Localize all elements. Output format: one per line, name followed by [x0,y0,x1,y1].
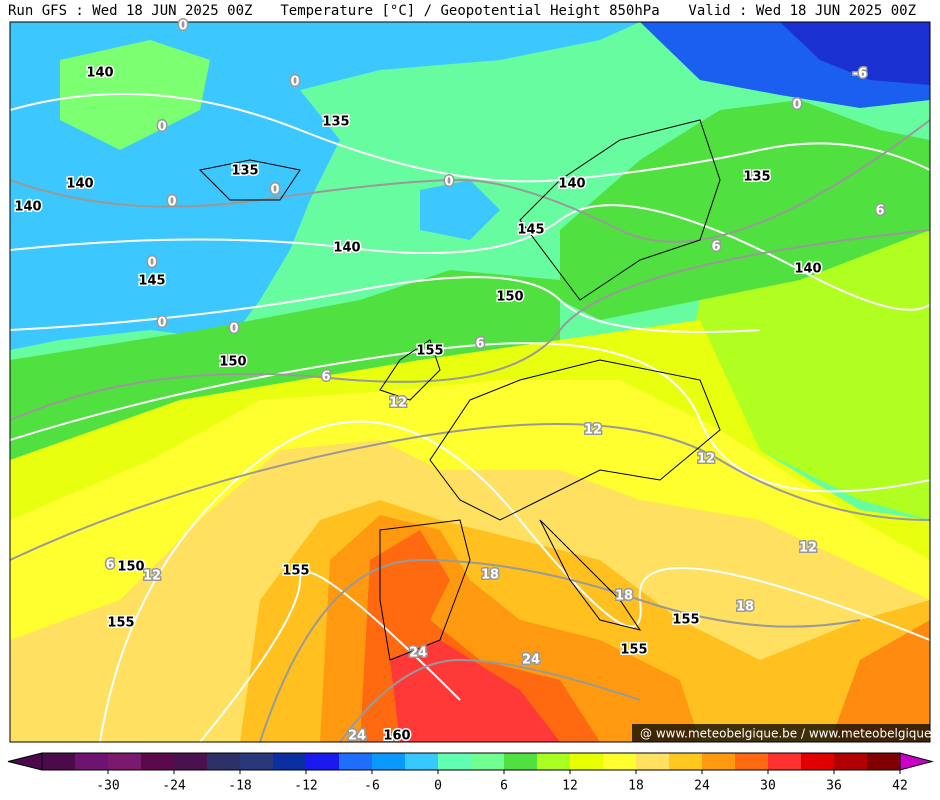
colorbar-tick-label: -18 [228,779,251,794]
colorbar-segment [141,753,175,770]
colorbar-segment [75,753,109,770]
temperature-label: -6 [853,67,867,82]
colorbar-segment [42,753,76,770]
temperature-label: 24 [348,729,366,744]
height-label: 135 [743,170,770,185]
height-label: 140 [558,177,585,192]
colorbar-tick-label: -12 [294,779,317,794]
colorbar-segment [603,753,637,770]
colorbar-tick-label: 18 [628,779,644,794]
temperature-label: 12 [389,396,407,411]
temperature-label: 0 [229,322,238,337]
colorbar-tick-label: 42 [892,779,908,794]
colorbar-segment [768,753,802,770]
temperature-label: 6 [875,204,884,219]
colorbar-tick-label: 0 [434,779,442,794]
colorbar-segment [273,753,307,770]
colorbar-segment [108,753,142,770]
height-label: 145 [138,274,165,289]
height-label: 140 [794,262,821,277]
height-label: 160 [383,729,410,744]
colorbar-segment [405,753,439,770]
temperature-label: 24 [522,653,540,668]
height-label: 145 [517,223,544,238]
height-label: 150 [219,355,246,370]
colorbar-segment [504,753,538,770]
colorbar-tick-label: 30 [760,779,776,794]
colorbar-segment [471,753,505,770]
temperature-label: 18 [481,568,499,583]
colorbar-tick-label: -6 [364,779,380,794]
height-label: 150 [117,560,144,575]
temperature-label: 0 [178,19,187,34]
temperature-label: 0 [792,98,801,113]
height-label: 150 [496,290,523,305]
colorbar-tick-label: 24 [694,779,710,794]
colorbar-segment [801,753,835,770]
colorbar-segment [570,753,604,770]
colorbar-segment [240,753,274,770]
temperature-label: 0 [270,183,279,198]
colorbar-tick-label: 6 [500,779,508,794]
height-label: 155 [107,616,134,631]
temperature-label: 0 [167,195,176,210]
credit: @ www.meteobelgique.be / www.meteobelgiq… [640,727,940,741]
colorbar-segment [306,753,340,770]
height-label: 140 [333,241,360,256]
colorbar-segment [537,753,571,770]
height-label: 155 [672,613,699,628]
colorbar-segment [207,753,241,770]
temperature-label: 24 [409,646,427,661]
colorbar-tick-label: -24 [162,779,186,794]
colorbar-segment [735,753,769,770]
temperature-label: 0 [444,175,453,190]
temperature-label: 6 [475,337,484,352]
colorbar-segment [174,753,208,770]
temperature-label: 18 [615,589,633,604]
height-label: 140 [14,200,41,215]
title: Temperature [°C] / Geopotential Height 8… [280,3,659,19]
colorbar-segment [339,753,373,770]
temperature-label: 12 [697,452,715,467]
colorbar-segment [702,753,736,770]
map: @ www.meteobelgique.be / www.meteobelgiq… [9,21,940,743]
colorbar-end [899,752,934,771]
colorbar-tick-label: 12 [562,779,578,794]
temperature-label: 12 [143,569,161,584]
colorbar: -30 -24 -18 -12 -6 0 6 12 18 24 30 36 42 [7,752,934,794]
colorbar-segment [636,753,670,770]
colorbar-end [7,752,43,771]
height-label: 155 [620,643,647,658]
temperature-label: 0 [157,120,166,135]
temperature-label: 0 [290,75,299,90]
colorbar-segment [867,753,901,770]
temperature-label: 12 [584,423,602,438]
height-label: 155 [282,564,309,579]
temperature-label: 6 [105,558,114,573]
height-label: 140 [66,177,93,192]
height-label: 140 [86,66,113,81]
temperature-label: 6 [711,240,720,255]
temperature-label: 6 [321,370,330,385]
colorbar-segment [438,753,472,770]
valid-label: Valid : Wed 18 JUN 2025 00Z [688,3,916,19]
height-label: 155 [416,344,443,359]
colorbar-segment [372,753,406,770]
colorbar-segment [834,753,868,770]
height-label: 135 [322,115,349,130]
temperature-label: 12 [799,541,817,556]
colorbar-segment [669,753,703,770]
run-label: Run GFS : Wed 18 JUN 2025 00Z [8,3,252,19]
colorbar-frame [41,752,901,771]
temperature-label: 0 [147,256,156,271]
colorbar-tick-label: 36 [826,779,842,794]
colorbar-tick-label: -30 [96,779,119,794]
height-label: 135 [231,164,258,179]
temperature-label: 0 [157,316,166,331]
temperature-label: 18 [736,600,754,615]
